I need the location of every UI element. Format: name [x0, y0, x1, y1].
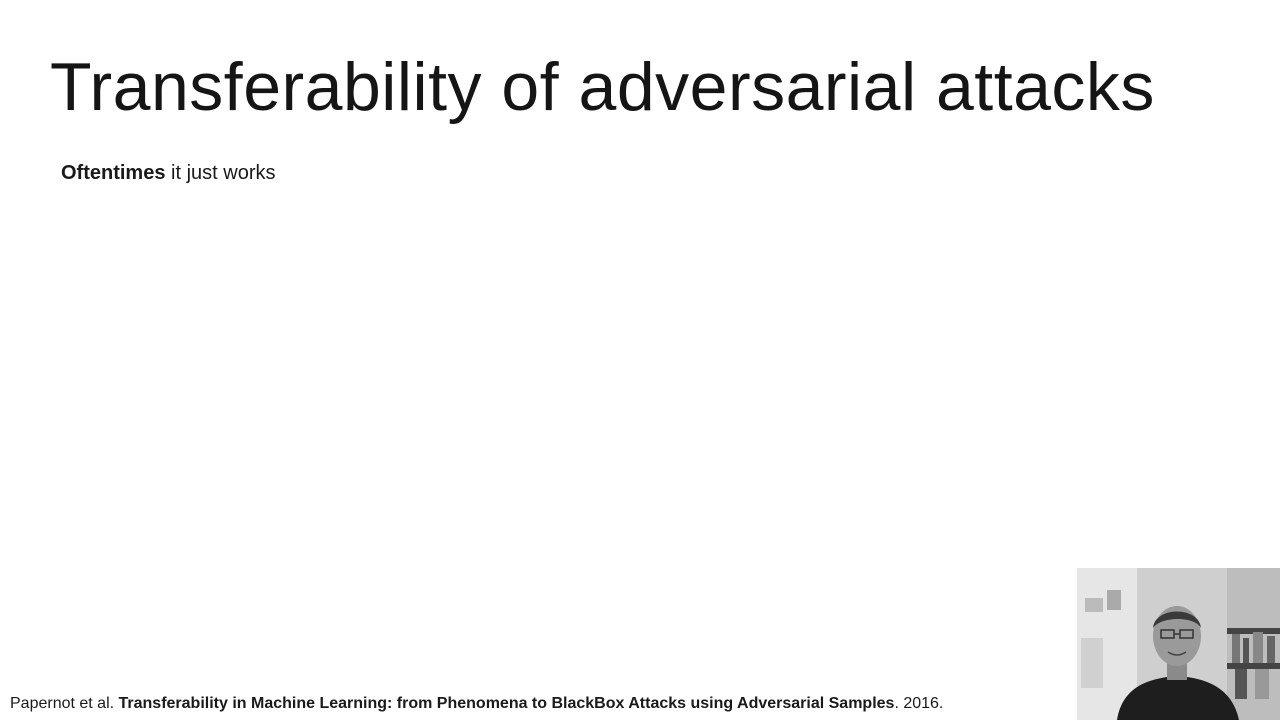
citation: Papernot et al. Transferability in Machi… [10, 692, 943, 716]
slide-title: Transferability of adversarial attacks [50, 49, 1155, 125]
presenter-webcam [1077, 568, 1280, 720]
citation-authors: Papernot et al. [10, 695, 119, 712]
bullet-emphasis: Oftentimes [61, 162, 166, 184]
bullet-text: it just works [165, 162, 276, 184]
slide-bullet: Oftentimes it just works [61, 159, 276, 187]
citation-paper-title: Transferability in Machine Learning: fro… [118, 695, 895, 712]
citation-year: . 2016. [894, 695, 944, 712]
presenter-video-icon [1077, 568, 1280, 720]
